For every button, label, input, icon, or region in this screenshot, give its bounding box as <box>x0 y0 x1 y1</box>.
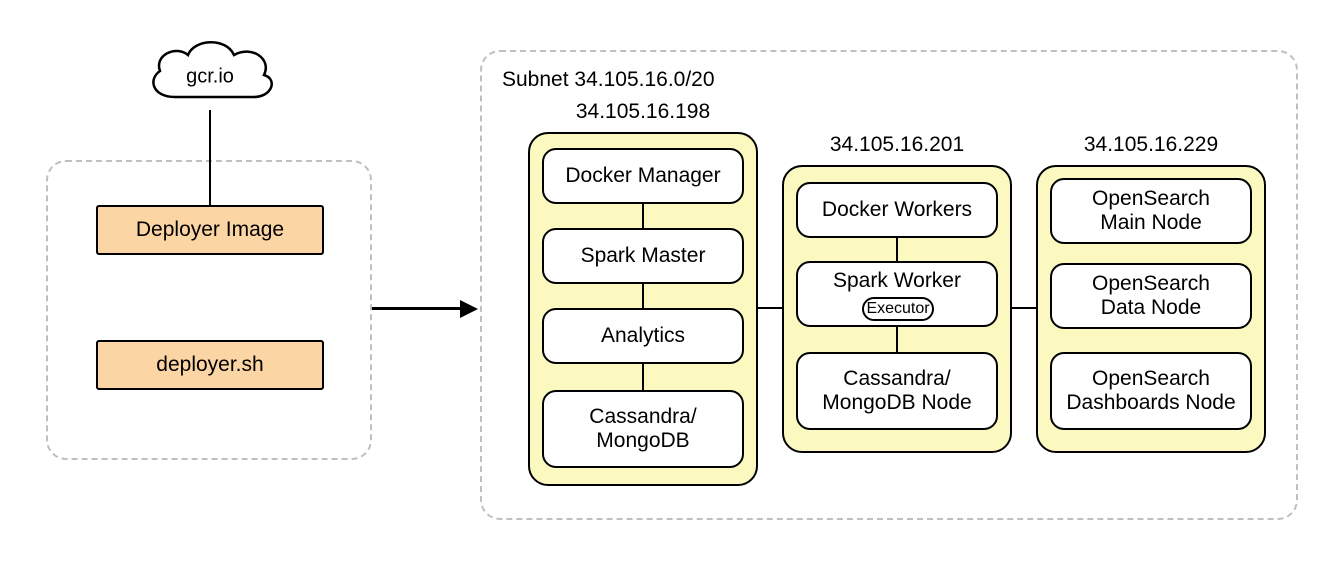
svc-label: OpenSearch Dashboards Node <box>1066 367 1235 415</box>
svc-opensearch-dashboards: OpenSearch Dashboards Node <box>1050 352 1252 430</box>
svc-docker-manager: Docker Manager <box>542 148 744 204</box>
svc-analytics: Analytics <box>542 308 744 364</box>
deployer-image-label: Deployer Image <box>136 218 284 242</box>
svc-docker-workers: Docker Workers <box>796 182 998 238</box>
svc-label: Cassandra/ MongoDB Node <box>822 367 971 415</box>
svc-cassandra-mongo-1: Cassandra/ MongoDB Node <box>796 352 998 430</box>
svc-sub-label: Executor <box>866 300 929 318</box>
svc-label: Spark Worker <box>833 269 961 293</box>
svc-label: Spark Master <box>581 244 706 268</box>
node-ip-2: 34.105.16.229 <box>1036 133 1266 157</box>
svc-cassandra-mongo-0: Cassandra/ MongoDB <box>542 390 744 468</box>
cloud-icon: gcr.io <box>140 35 280 115</box>
connector <box>642 204 644 228</box>
deployer-image-box: Deployer Image <box>96 205 324 255</box>
svc-opensearch-main: OpenSearch Main Node <box>1050 178 1252 244</box>
svc-label: Cassandra/ MongoDB <box>589 405 696 453</box>
connector <box>896 238 898 261</box>
svc-label: Docker Workers <box>822 198 972 222</box>
svc-executor-sub: Executor <box>862 297 934 321</box>
subnet-label: Subnet 34.105.16.0/20 <box>502 68 715 92</box>
connector-col12 <box>1012 307 1036 309</box>
connector-col01 <box>758 307 782 309</box>
svc-opensearch-data: OpenSearch Data Node <box>1050 263 1252 329</box>
svc-label: Analytics <box>601 324 685 348</box>
diagram-canvas: gcr.io Deployer Image deployer.sh Subnet… <box>0 0 1336 566</box>
connector <box>896 327 898 352</box>
node-ip-0: 34.105.16.198 <box>528 100 758 124</box>
connector <box>642 364 644 390</box>
svc-label: OpenSearch Main Node <box>1092 187 1210 235</box>
deployer-script-box: deployer.sh <box>96 340 324 390</box>
svc-label: OpenSearch Data Node <box>1092 272 1210 320</box>
deployer-script-label: deployer.sh <box>156 353 263 377</box>
connector <box>642 284 644 308</box>
connector-cloud-deployer <box>209 110 211 205</box>
cloud-label: gcr.io <box>186 65 234 88</box>
svc-spark-master: Spark Master <box>542 228 744 284</box>
svc-label: Docker Manager <box>565 164 720 188</box>
node-ip-1: 34.105.16.201 <box>782 133 1012 157</box>
